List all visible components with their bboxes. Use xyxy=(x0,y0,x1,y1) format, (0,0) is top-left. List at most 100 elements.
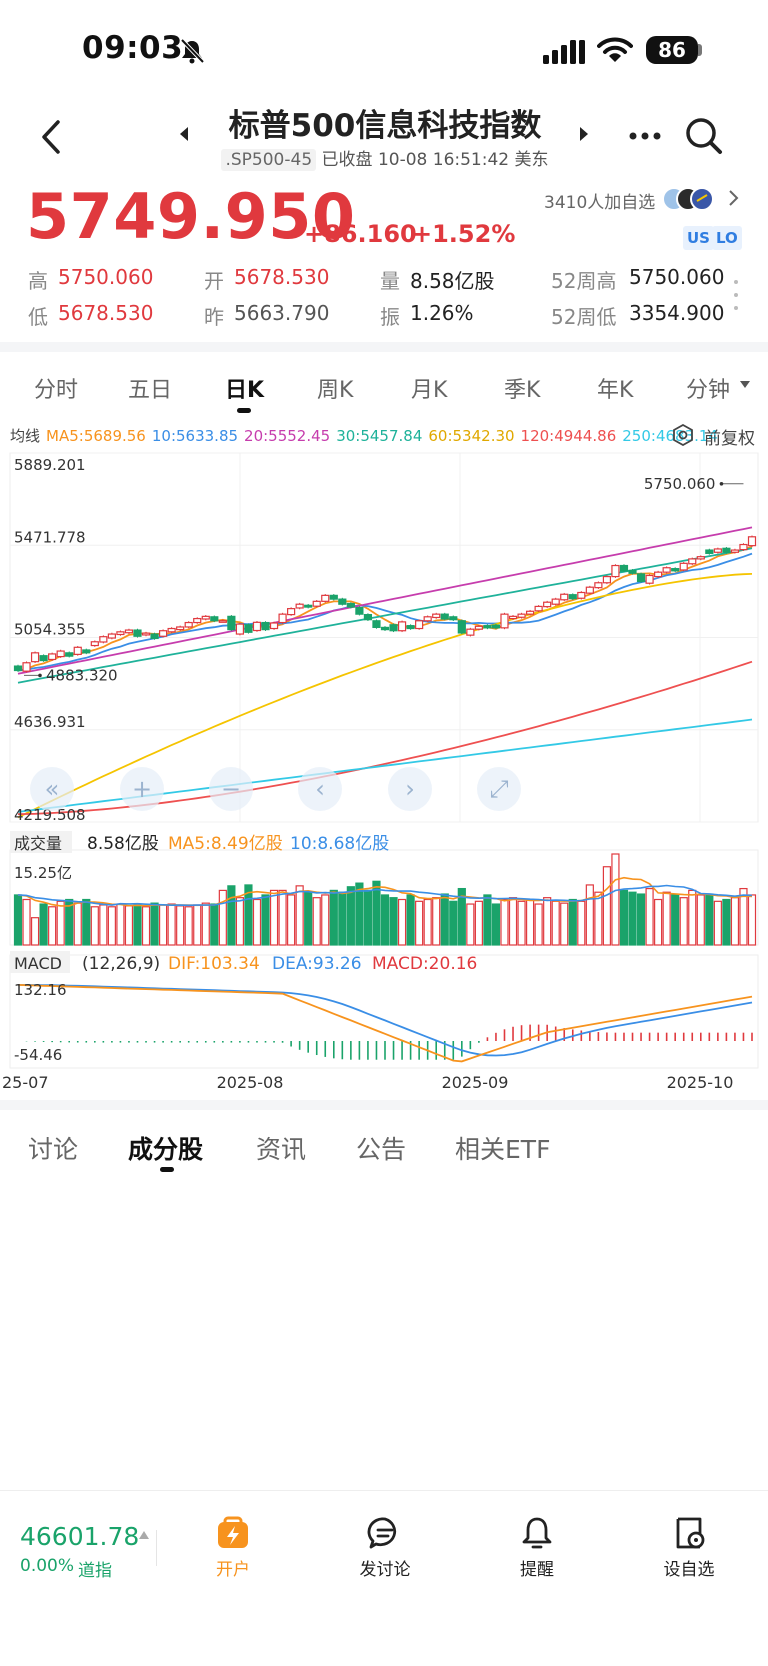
volume-ma5: MA5:8.49亿股 xyxy=(168,834,283,854)
zoom-out-icon[interactable]: − xyxy=(209,767,253,811)
volume-bar xyxy=(73,902,82,946)
tab-discussion[interactable]: 讨论 xyxy=(28,1135,79,1164)
candle xyxy=(346,602,355,608)
volume-bar xyxy=(184,906,193,946)
follower-chevron-icon[interactable] xyxy=(726,188,740,208)
nav-open-account-label: 开户 xyxy=(216,1560,250,1580)
volume-label: 量 xyxy=(380,269,400,293)
volume-bar xyxy=(517,900,526,946)
volume-bar xyxy=(338,891,347,946)
more-options-icon[interactable] xyxy=(626,116,672,156)
scroll-left-icon[interactable]: ‹ xyxy=(298,767,342,811)
volume-bar xyxy=(585,884,594,946)
volume-bar xyxy=(474,900,483,946)
candle xyxy=(312,600,321,607)
kline-chart[interactable]: 5889.201 5471.778 5054.355 4636.931 4219.508… xyxy=(0,450,768,1090)
volume-bar xyxy=(56,900,65,946)
candle xyxy=(739,543,748,551)
ticker-trend-icon xyxy=(139,1531,149,1539)
macd-max-label: 132.16 xyxy=(14,981,67,999)
prev-index-arrow-icon[interactable] xyxy=(176,124,192,144)
candle xyxy=(747,536,757,547)
y-tick-label: 5889.201 xyxy=(14,456,86,474)
tab-daily-k[interactable]: 日K xyxy=(225,378,265,403)
candle xyxy=(432,613,441,619)
candle xyxy=(534,605,543,612)
y-tick-label: 4219.508 xyxy=(14,806,86,824)
tab-minute[interactable]: 分钟 xyxy=(686,378,731,403)
candle xyxy=(705,549,714,554)
candle xyxy=(372,620,381,629)
open-value: 5678.530 xyxy=(234,265,330,289)
candle xyxy=(13,665,23,672)
candle xyxy=(210,616,219,622)
tab-yearly-k[interactable]: 年K xyxy=(597,378,634,403)
tab-quarterly-k[interactable]: 季K xyxy=(504,378,541,403)
candle xyxy=(141,632,151,636)
tab-weekly-k[interactable]: 周K xyxy=(317,378,354,403)
candle xyxy=(244,624,253,633)
market-badge-us: US xyxy=(683,226,714,250)
nav-open-account[interactable]: 开户 xyxy=(183,1515,283,1580)
scroll-left-fast-icon[interactable]: « xyxy=(30,767,74,811)
volume-bar xyxy=(252,898,262,946)
stats-more-icon[interactable] xyxy=(733,278,739,312)
volume-bar xyxy=(679,897,688,946)
volume-bar xyxy=(244,884,253,946)
zoom-in-icon[interactable]: + xyxy=(120,767,164,811)
follower-avatars-icon[interactable] xyxy=(662,185,722,213)
candle xyxy=(184,621,193,628)
volume-bar xyxy=(449,900,458,946)
y-tick-label: 4636.931 xyxy=(14,713,86,731)
tab-intraday[interactable]: 分时 xyxy=(34,378,79,403)
bottom-tab-indicator xyxy=(160,1167,174,1172)
volume-ma10: 10:8.68亿股 xyxy=(290,834,389,854)
search-icon[interactable] xyxy=(680,112,728,160)
back-arrow-icon[interactable] xyxy=(32,112,72,162)
tab-monthly-k[interactable]: 月K xyxy=(411,378,448,403)
nav-add-watchlist[interactable]: 设自选 xyxy=(639,1515,739,1580)
candle xyxy=(363,613,373,621)
low-value: 5678.530 xyxy=(58,301,154,325)
price-change-percent: +1.52% xyxy=(412,220,516,248)
volume-bar xyxy=(543,897,552,946)
hexagon-settings-icon[interactable] xyxy=(672,424,694,446)
volume-bar xyxy=(466,903,475,946)
volume-bar xyxy=(304,891,313,946)
x-tick-label: 2025-10 xyxy=(667,1073,734,1090)
ma-legend-label: 均线 xyxy=(10,427,41,445)
tab-constituents[interactable]: 成分股 xyxy=(128,1135,204,1164)
volume-bar xyxy=(594,891,603,946)
open-account-icon xyxy=(218,1516,248,1548)
tab-announcements[interactable]: 公告 xyxy=(356,1135,407,1164)
tab-news[interactable]: 资讯 xyxy=(256,1135,307,1164)
ticker-percent[interactable]: 0.00% xyxy=(20,1556,75,1576)
ticker-name[interactable]: 道指 xyxy=(78,1561,112,1581)
nav-post-discussion[interactable]: 发讨论 xyxy=(335,1515,435,1580)
tab-related-etf[interactable]: 相关ETF xyxy=(455,1135,551,1164)
minute-dropdown-caret-icon[interactable] xyxy=(740,381,750,389)
tab-five-day[interactable]: 五日 xyxy=(128,378,173,403)
price-adjust-toggle[interactable]: 前复权 xyxy=(704,429,755,449)
candle xyxy=(543,601,552,608)
volume-bar xyxy=(688,889,697,946)
next-index-arrow-icon[interactable] xyxy=(576,124,592,144)
volume-bar xyxy=(65,898,74,946)
bell-icon xyxy=(522,1517,552,1549)
w52-high-label: 52周高 xyxy=(551,269,617,293)
nav-alert[interactable]: 提醒 xyxy=(487,1515,587,1580)
prev-close-label: 昨 xyxy=(204,305,224,329)
follower-count[interactable]: 3410人加自选 xyxy=(544,193,656,213)
volume-bar xyxy=(440,893,449,946)
volume-bar xyxy=(176,905,185,946)
fullscreen-icon[interactable]: ⤢ xyxy=(477,767,521,811)
candle xyxy=(150,633,159,640)
ticker-value[interactable]: 46601.78 xyxy=(20,1522,140,1551)
market-status-line: .SP500-45 已收盘 10-08 16:51:42 美东 xyxy=(200,145,570,171)
candle xyxy=(329,594,338,600)
volume-bar xyxy=(363,889,373,946)
scroll-right-icon[interactable]: › xyxy=(388,767,432,811)
chat-bubble-icon xyxy=(367,1517,397,1549)
candle xyxy=(654,571,663,578)
index-code: .SP500-45 xyxy=(221,149,317,171)
